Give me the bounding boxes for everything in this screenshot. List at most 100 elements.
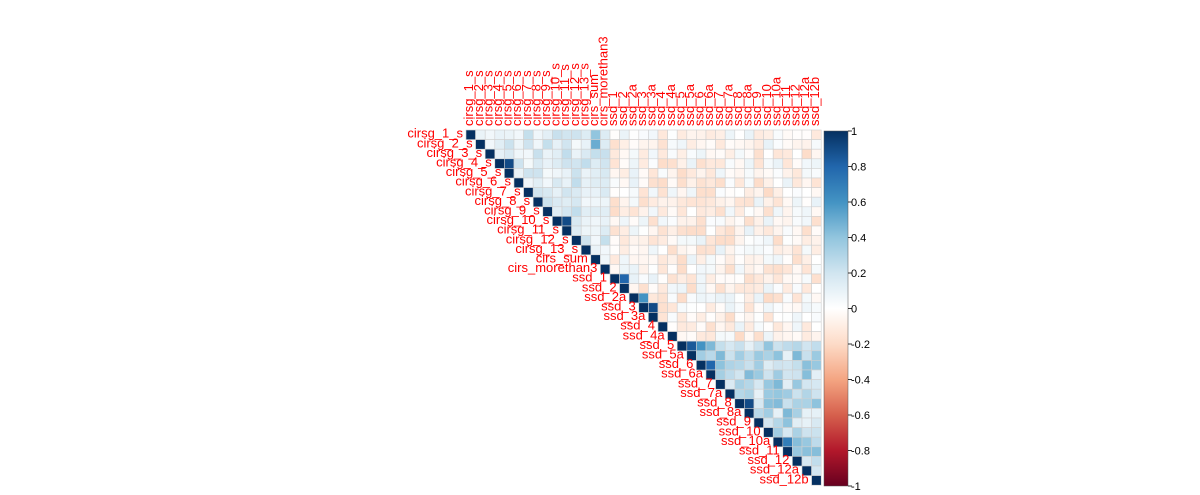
matrix-cell	[811, 225, 822, 236]
matrix-cell	[772, 206, 784, 217]
matrix-cell	[561, 168, 572, 179]
matrix-cell	[504, 158, 515, 169]
matrix-cell	[561, 158, 572, 169]
matrix-cell	[772, 264, 784, 275]
matrix-cell	[676, 235, 688, 246]
matrix-cell	[696, 168, 707, 179]
matrix-cell	[724, 177, 736, 188]
matrix-cell	[696, 292, 707, 304]
matrix-cell	[744, 369, 755, 380]
matrix-cell	[734, 331, 745, 342]
matrix-cell	[619, 254, 630, 265]
matrix-cell	[590, 225, 601, 236]
column-label: ssd_12a	[797, 76, 812, 126]
matrix-cell	[792, 379, 803, 390]
matrix-cell	[744, 225, 755, 236]
matrix-cell	[648, 196, 659, 208]
matrix-cell	[571, 129, 582, 140]
matrix-cell	[782, 292, 793, 304]
matrix-cell	[619, 225, 630, 236]
matrix-cell	[715, 177, 726, 188]
matrix-cell	[705, 283, 716, 294]
matrix-cell	[811, 398, 822, 409]
matrix-cell	[715, 244, 726, 256]
matrix-cell	[686, 273, 697, 284]
matrix-cell	[705, 360, 716, 371]
matrix-cell	[523, 129, 534, 140]
matrix-cell	[600, 158, 611, 169]
matrix-cell	[715, 312, 726, 323]
matrix-cell	[772, 225, 784, 236]
matrix-cell	[763, 273, 774, 284]
matrix-cell	[580, 235, 592, 246]
matrix-cell	[763, 388, 774, 400]
matrix-cell	[542, 158, 553, 169]
matrix-cell	[724, 273, 736, 284]
matrix-cell	[772, 312, 784, 323]
matrix-cell	[792, 168, 803, 179]
matrix-cell	[542, 168, 553, 179]
matrix-cell	[763, 369, 774, 380]
colorbar-tick-label: 0.4	[851, 233, 866, 245]
matrix-cell	[744, 216, 755, 227]
matrix-cell	[648, 264, 659, 275]
matrix-cell	[561, 129, 572, 140]
matrix-cell	[705, 235, 716, 246]
column-labels: cirsg_1_scirsg_2_scirsg_3_scirsg_4_scirs…	[461, 36, 822, 126]
matrix-cell	[792, 216, 803, 227]
matrix-cell	[782, 312, 793, 323]
matrix-cell	[676, 225, 688, 236]
matrix-cell	[715, 321, 726, 332]
row-label: ssd_1	[572, 270, 607, 285]
matrix-cell	[638, 264, 649, 275]
matrix-cell	[734, 292, 745, 304]
matrix-cell	[734, 129, 745, 140]
matrix-cell	[792, 264, 803, 275]
matrix-cell	[696, 129, 707, 140]
matrix-cell	[753, 139, 764, 150]
matrix-cell	[609, 168, 620, 179]
matrix-cell	[792, 360, 803, 371]
row-label: cirsg_10_s	[487, 212, 550, 227]
matrix-cell	[772, 350, 784, 361]
column-label: ssd_4a	[663, 83, 678, 126]
matrix-cell	[619, 235, 630, 246]
matrix-cell	[753, 302, 764, 313]
matrix-cell	[753, 408, 764, 419]
matrix-cell	[724, 360, 736, 371]
matrix-cell	[580, 187, 592, 198]
matrix-cell	[561, 148, 572, 160]
row-label: ssd_3	[601, 298, 636, 313]
matrix-cell	[600, 139, 611, 150]
matrix-cell	[561, 187, 572, 198]
matrix-cell	[744, 235, 755, 246]
matrix-cell	[724, 321, 736, 332]
matrix-cell	[600, 235, 611, 246]
matrix-cell	[590, 177, 601, 188]
matrix-cell	[657, 158, 668, 169]
matrix-cell	[744, 158, 755, 169]
matrix-cell	[696, 350, 707, 361]
matrix-cell	[705, 177, 716, 188]
column-label: ssd_2	[615, 91, 630, 126]
matrix-cell	[667, 148, 678, 160]
matrix-cell	[744, 321, 755, 332]
matrix-cell	[792, 244, 803, 256]
matrix-cell	[782, 139, 793, 150]
matrix-cell	[619, 196, 630, 208]
matrix-cell	[753, 340, 764, 352]
matrix-cell	[811, 196, 822, 208]
matrix-cell	[792, 139, 803, 150]
matrix-cell	[628, 264, 640, 275]
matrix-cell	[638, 148, 649, 160]
matrix-cell	[753, 206, 764, 217]
matrix-cell	[744, 340, 755, 352]
matrix-cells	[465, 129, 822, 486]
matrix-cell	[801, 254, 812, 265]
matrix-cell	[628, 196, 640, 208]
matrix-cell	[696, 225, 707, 236]
matrix-cell	[763, 312, 774, 323]
matrix-cell	[715, 139, 726, 150]
matrix-cell	[676, 129, 688, 140]
